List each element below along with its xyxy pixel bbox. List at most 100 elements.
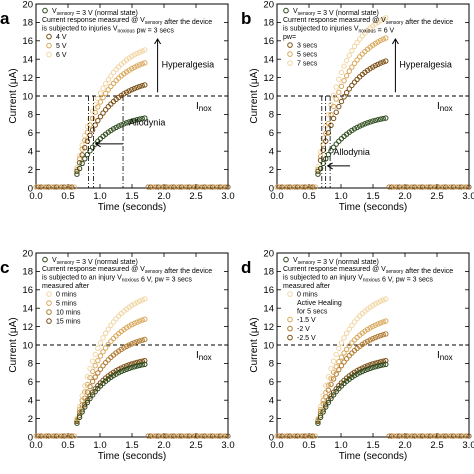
- point-off-state: [453, 433, 459, 439]
- point-0-mins: [134, 299, 140, 306]
- point--1-5-v: [336, 359, 342, 365]
- point-0-mins: [139, 297, 145, 303]
- point-off-state: [173, 184, 179, 190]
- point-4-v: [82, 144, 88, 151]
- point-v-sensory-3-v-normal-state-: [364, 120, 371, 126]
- panel-d: d 0 2 4 6 8 10 12 14 16 18 20 0.0 0.5 1.0 1.5 2.0 2.5 3.0 T…: [241, 248, 474, 462]
- point-0-mins: [100, 335, 106, 341]
- point-off-state: [417, 184, 423, 190]
- point-off-state: [189, 184, 195, 190]
- legend-series: -2.5 V: [297, 335, 316, 342]
- point-5-v: [142, 60, 148, 66]
- y-tick-label: 8: [28, 110, 33, 121]
- point-3-secs: [328, 122, 334, 128]
- legend-text: is subjected to injuries Vnoxious = 6 V: [283, 26, 395, 35]
- annotations: Hyperalgesia Allodynia: [321, 37, 452, 188]
- point-v-sensory-3-v-normal-state-: [87, 395, 93, 402]
- point-v-sensory-3-v-normal-state-: [126, 365, 132, 372]
- legend-series: -1.5 V: [297, 317, 316, 324]
- point-off-state: [399, 433, 405, 439]
- point-v-sensory-3-v-normal-state-: [129, 118, 135, 124]
- point-off-state: [53, 184, 60, 190]
- point-0-mins: [349, 322, 355, 329]
- point-v-sensory-3-v-normal-state-: [372, 364, 379, 370]
- point-v-sensory-3-v-normal-state-: [82, 404, 88, 410]
- point-7-secs: [330, 92, 337, 99]
- point-v-sensory-3-v-normal-state-: [116, 123, 122, 129]
- point-0-mins: [142, 296, 148, 302]
- point-0-mins: [82, 383, 88, 389]
- point-off-state: [69, 433, 75, 439]
- point--1-5-v: [380, 319, 386, 325]
- point-3-secs: [336, 103, 342, 110]
- point-off-state: [51, 433, 57, 439]
- point-6-v: [134, 50, 140, 57]
- point-v-sensory-3-v-normal-state-: [84, 399, 91, 406]
- series-markers: [33, 296, 231, 439]
- point-off-state: [155, 184, 161, 190]
- point-3-secs: [330, 115, 337, 122]
- point-off-state: [220, 184, 226, 190]
- legend-text: measured after: [42, 283, 90, 290]
- x-tick-label: 1.0: [334, 191, 347, 202]
- point-v-sensory-3-v-normal-state-: [110, 126, 117, 132]
- point-4-v: [126, 88, 132, 94]
- point-5-v: [105, 87, 111, 93]
- point-0-mins: [92, 351, 98, 358]
- point-4-v: [129, 86, 135, 93]
- legend-series: 10 mins: [56, 310, 81, 317]
- point-v-sensory-3-v-normal-state-: [134, 363, 140, 369]
- point-0-mins: [325, 374, 332, 380]
- legend-marker: [287, 325, 293, 332]
- x-tick-label: 2.0: [398, 440, 411, 451]
- point-off-state: [412, 184, 418, 190]
- point-off-state: [389, 184, 395, 190]
- point-v-sensory-3-v-normal-state-: [372, 117, 379, 124]
- point-off-state: [173, 433, 179, 439]
- point-v-sensory-3-v-normal-state-: [76, 165, 83, 172]
- point-0-mins: [84, 374, 91, 380]
- point-off-state: [284, 184, 290, 190]
- point-off-state: [178, 433, 185, 439]
- y-tick-label: 2: [28, 414, 33, 425]
- legend-text: is subjected to an injury Vnoxious 6 V, …: [42, 275, 192, 284]
- point-3-secs: [346, 86, 352, 92]
- point-off-state: [297, 184, 303, 190]
- point-v-sensory-3-v-normal-state-: [320, 409, 326, 415]
- legend-text: for 5 secs: [297, 309, 328, 316]
- point--1-5-v: [367, 325, 373, 331]
- point-v-sensory-3-v-normal-state-: [131, 364, 138, 370]
- point-off-state: [282, 184, 288, 190]
- point-off-state: [66, 433, 72, 439]
- point-15-mins: [92, 386, 98, 392]
- point-off-state: [422, 184, 428, 190]
- point-v-sensory-3-v-normal-state-: [359, 368, 366, 375]
- point-off-state: [64, 184, 70, 190]
- legend-marker: [46, 291, 52, 297]
- point-15-mins: [142, 357, 148, 364]
- point-off-state: [199, 184, 205, 190]
- point-off-state: [404, 433, 410, 439]
- point-4-v: [105, 104, 111, 110]
- point--2-v: [343, 356, 350, 362]
- point-off-state: [48, 433, 54, 439]
- point-v-sensory-3-v-normal-state-: [383, 115, 389, 121]
- point-off-state: [300, 433, 306, 439]
- x-tick-label: 2.0: [398, 191, 411, 202]
- point-5-mins: [92, 363, 98, 369]
- point-5-v: [110, 80, 117, 87]
- point-off-state: [176, 433, 182, 439]
- y-tick-label: 2: [28, 165, 33, 176]
- point-0-mins: [87, 365, 93, 372]
- x-axis-title: Time (seconds): [339, 451, 408, 462]
- point-off-state: [302, 184, 308, 190]
- point-5-secs: [375, 39, 381, 45]
- point-v-sensory-3-v-normal-state-: [362, 367, 368, 374]
- point-off-state: [463, 184, 469, 190]
- y-tick-label: 12: [22, 73, 33, 84]
- point-off-state: [204, 184, 210, 190]
- point-off-state: [445, 433, 451, 439]
- annotations: Hyperalgesia Allodynia: [88, 37, 214, 188]
- threshold-label: Inox: [437, 101, 453, 113]
